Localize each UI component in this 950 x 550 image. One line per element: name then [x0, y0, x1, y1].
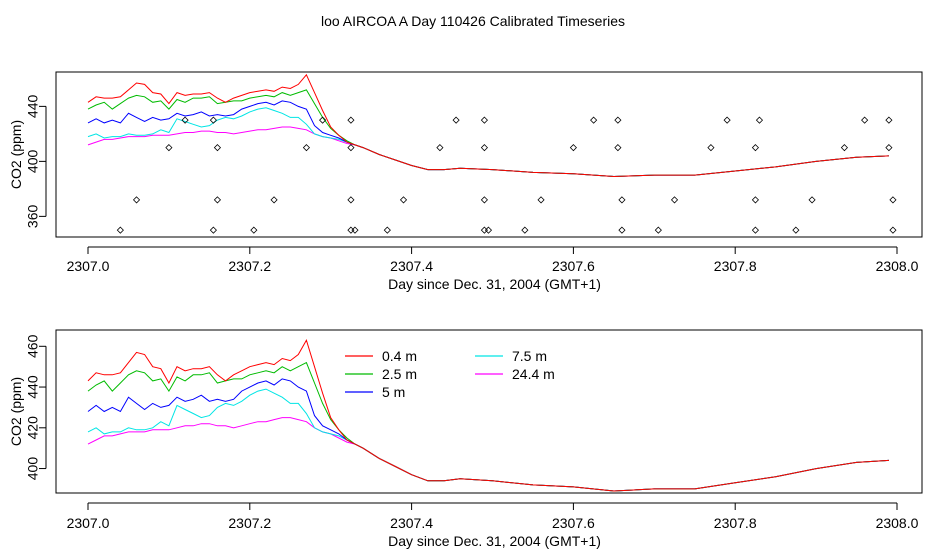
data-marker	[751, 196, 759, 204]
x-tick-label: 2308.0	[876, 515, 919, 531]
data-marker	[569, 144, 577, 152]
data-marker	[654, 226, 662, 234]
series-line-24-4-m	[87, 417, 889, 492]
y-axis-label: CO2 (ppm)	[8, 120, 24, 189]
data-marker	[452, 116, 460, 124]
y-tick-label: 400	[25, 149, 41, 173]
plot-frame	[55, 329, 923, 494]
data-marker	[670, 196, 679, 204]
data-marker	[436, 144, 444, 152]
data-marker	[209, 226, 217, 234]
data-marker	[521, 226, 529, 234]
data-marker	[889, 226, 897, 234]
x-tick-label: 2307.4	[390, 258, 433, 274]
data-marker	[723, 116, 731, 124]
x-tick-label: 2307.2	[228, 258, 271, 274]
data-marker	[537, 196, 545, 204]
plot-frame	[55, 71, 923, 238]
data-marker	[302, 144, 310, 152]
series-line-7-5-m	[87, 388, 889, 492]
y-tick-label: 440	[25, 375, 41, 399]
series-line-0-4-m	[87, 73, 889, 178]
data-marker	[165, 144, 173, 152]
data-marker	[808, 196, 816, 204]
top-panel: 2307.0 2307.2 2307.4 2307.6 2307.8 2308.0 360 4…	[8, 71, 923, 292]
data-marker	[618, 196, 626, 204]
legend-label: 2.5 m	[382, 366, 417, 382]
legend: 0.4 m 2.5 m 5 m 7.5 m 24.4 m	[345, 348, 555, 400]
data-marker	[480, 116, 488, 124]
data-marker	[181, 116, 189, 124]
y-tick-label: 400	[25, 457, 41, 481]
series-line-2-5-m	[87, 361, 889, 492]
data-marker	[213, 196, 222, 204]
data-marker	[755, 116, 764, 124]
data-marker	[618, 226, 626, 234]
data-marker	[885, 144, 893, 152]
data-marker	[484, 226, 493, 234]
x-tick-label: 2307.8	[714, 515, 757, 531]
data-marker	[347, 226, 355, 234]
data-marker	[889, 196, 897, 204]
data-marker	[707, 144, 715, 152]
data-marker	[250, 226, 258, 234]
y-tick-label: 420	[25, 416, 41, 440]
series-line-2-5-m	[87, 89, 889, 178]
data-marker	[614, 144, 622, 152]
data-marker	[213, 144, 222, 152]
data-marker	[751, 144, 759, 152]
legend-label: 5 m	[382, 384, 405, 400]
data-marker	[270, 196, 278, 204]
x-axis-label: Day since Dec. 31, 2004 (GMT+1)	[388, 276, 601, 292]
data-marker	[347, 196, 355, 204]
data-marker	[861, 116, 869, 124]
x-tick-label: 2307.6	[552, 515, 595, 531]
data-marker	[751, 226, 759, 234]
data-marker	[383, 226, 391, 234]
x-tick-label: 2307.0	[67, 258, 110, 274]
legend-label: 24.4 m	[512, 366, 555, 382]
data-marker	[209, 116, 217, 124]
series-line-0-4-m	[87, 338, 889, 492]
y-tick-label: 440	[25, 94, 41, 118]
figure-title: loo AIRCOA A Day 110426 Calibrated Times…	[321, 13, 625, 29]
data-marker	[351, 226, 359, 234]
data-marker	[480, 196, 488, 204]
data-marker	[614, 116, 622, 124]
x-tick-label: 2307.6	[552, 258, 595, 274]
data-marker	[347, 144, 355, 152]
y-axis-label: CO2 (ppm)	[8, 377, 24, 446]
data-marker	[399, 196, 408, 204]
x-axis-label: Day since Dec. 31, 2004 (GMT+1)	[388, 533, 601, 549]
series-line-5-m	[87, 378, 889, 492]
data-marker	[885, 116, 893, 124]
x-tick-label: 2307.4	[390, 515, 433, 531]
series-line-5-m	[87, 100, 889, 178]
y-tick-label: 460	[25, 334, 41, 358]
data-marker	[347, 116, 355, 124]
data-marker	[319, 116, 327, 124]
data-marker	[840, 144, 848, 152]
bottom-panel: 2307.0 2307.2 2307.4 2307.6 2307.8 2308.0 400 4…	[8, 329, 923, 549]
data-marker	[480, 144, 488, 152]
series-line-7-5-m	[87, 107, 889, 178]
x-tick-label: 2308.0	[876, 258, 919, 274]
legend-label: 0.4 m	[382, 348, 417, 364]
x-tick-label: 2307.8	[714, 258, 757, 274]
legend-label: 7.5 m	[512, 348, 547, 364]
data-marker	[480, 226, 488, 234]
data-marker	[132, 196, 141, 204]
data-marker	[792, 226, 800, 234]
x-tick-label: 2307.2	[228, 515, 271, 531]
data-marker	[116, 226, 124, 234]
y-tick-label: 360	[25, 204, 41, 228]
data-marker	[590, 116, 598, 124]
x-tick-label: 2307.0	[67, 515, 110, 531]
